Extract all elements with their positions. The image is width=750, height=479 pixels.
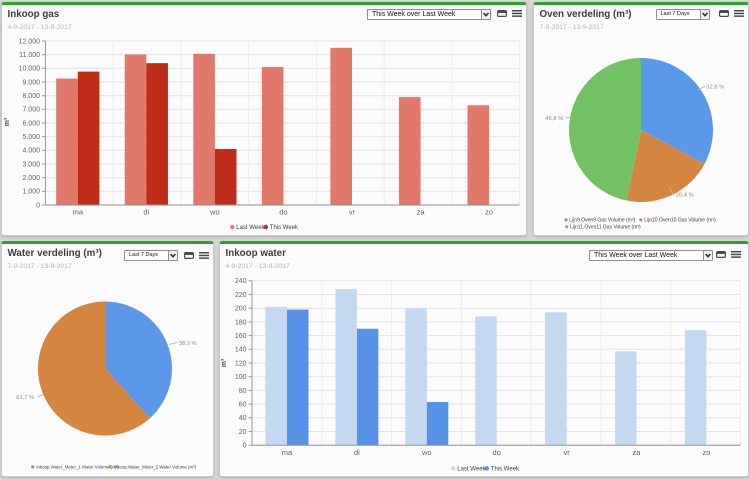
- svg-text:This Week: This Week: [491, 467, 520, 473]
- svg-text:Lijn11.Oven11 Gas Volume (m³): Lijn11.Oven11 Gas Volume (m³): [570, 225, 641, 231]
- svg-text:Lijn9.Oven9 Gas Volume (m³): Lijn9.Oven9 Gas Volume (m³): [569, 218, 635, 224]
- svg-text:20,4 %: 20,4 %: [676, 193, 694, 199]
- svg-text:6.000: 6.000: [22, 120, 40, 127]
- svg-text:zo: zo: [702, 448, 710, 457]
- svg-text:za: za: [633, 448, 642, 457]
- svg-text:0: 0: [243, 443, 247, 450]
- svg-text:46,8 %: 46,8 %: [545, 116, 563, 122]
- svg-text:80: 80: [239, 388, 247, 395]
- svg-text:3.000: 3.000: [22, 161, 40, 168]
- svg-text:140: 140: [235, 347, 247, 354]
- svg-text:60: 60: [239, 402, 247, 409]
- svg-text:160: 160: [235, 333, 247, 340]
- svg-text:4.000: 4.000: [22, 148, 40, 155]
- svg-text:0: 0: [36, 202, 40, 209]
- svg-text:180: 180: [235, 319, 247, 326]
- svg-text:vr: vr: [563, 448, 570, 457]
- svg-text:di: di: [143, 208, 149, 217]
- svg-text:zo: zo: [485, 208, 493, 217]
- svg-text:Lijn10.Oven10 Gas Volume (m³): Lijn10.Oven10 Gas Volume (m³): [644, 218, 716, 224]
- svg-text:This Week: This Week: [270, 225, 299, 231]
- svg-text:di: di: [354, 448, 360, 457]
- svg-text:ma: ma: [73, 208, 84, 217]
- svg-text:7.000: 7.000: [22, 107, 40, 114]
- svg-text:11.000: 11.000: [19, 52, 40, 59]
- svg-text:wo: wo: [421, 448, 432, 457]
- svg-text:5.000: 5.000: [22, 134, 40, 141]
- svg-text:ma: ma: [282, 448, 293, 457]
- svg-text:Inkoop.Water_Meter_2 Water Vol: Inkoop.Water_Meter_2 Water Volume (m³): [114, 465, 197, 470]
- svg-text:m³: m³: [4, 117, 11, 126]
- svg-text:m³: m³: [221, 358, 228, 367]
- svg-text:10.000: 10.000: [19, 66, 41, 73]
- svg-text:9.000: 9.000: [22, 79, 40, 86]
- svg-text:240: 240: [235, 278, 247, 285]
- svg-text:wo: wo: [209, 208, 220, 217]
- svg-text:vr: vr: [349, 208, 356, 217]
- svg-text:200: 200: [235, 306, 247, 313]
- svg-text:12.000: 12.000: [19, 38, 41, 45]
- svg-text:40: 40: [239, 415, 247, 422]
- svg-text:do: do: [279, 208, 287, 217]
- svg-text:za: za: [417, 208, 426, 217]
- svg-text:20: 20: [239, 429, 247, 436]
- svg-text:61,7 %: 61,7 %: [16, 395, 34, 401]
- svg-text:Last Week: Last Week: [236, 225, 265, 231]
- svg-text:120: 120: [235, 360, 247, 367]
- svg-text:220: 220: [235, 292, 247, 299]
- svg-text:do: do: [493, 448, 501, 457]
- svg-text:Last Week: Last Week: [457, 467, 486, 473]
- svg-text:38,3 %: 38,3 %: [179, 341, 197, 347]
- svg-text:100: 100: [235, 374, 247, 381]
- svg-text:1.000: 1.000: [22, 189, 40, 196]
- svg-text:8.000: 8.000: [22, 93, 40, 100]
- svg-text:Inkoop.Water_Meter_1 Water Vol: Inkoop.Water_Meter_1 Water Volume (m³): [36, 465, 119, 470]
- svg-text:32,8 %: 32,8 %: [706, 85, 724, 91]
- svg-text:2.000: 2.000: [22, 175, 40, 182]
